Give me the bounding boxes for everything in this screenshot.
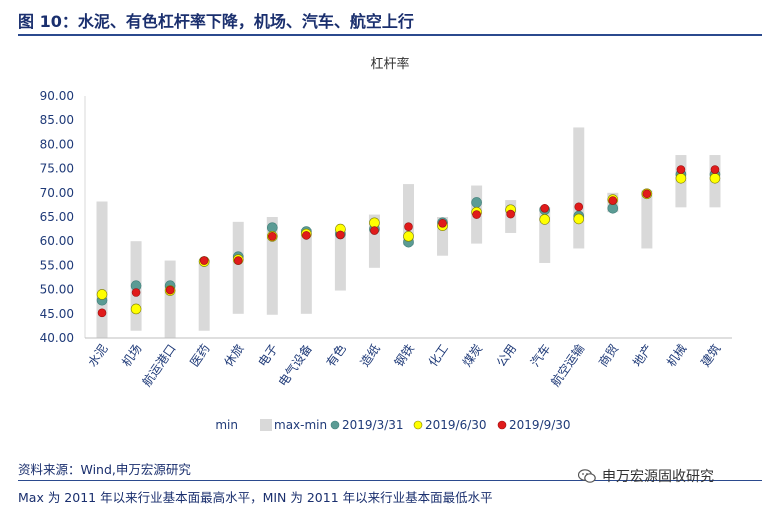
point-2019-9-30-8: [370, 226, 379, 235]
footer-rule: [18, 480, 762, 481]
point-2019-9-30-0: [97, 308, 107, 318]
y-tick-label: 85.00: [40, 113, 74, 127]
range-bar-0: [96, 201, 108, 338]
point-2019-9-30-17: [676, 165, 686, 174]
legend-label: min: [215, 418, 238, 432]
y-tick-label: 80.00: [40, 137, 74, 151]
x-tick-label: 化工: [426, 342, 451, 370]
x-tick-label: 煤炭: [460, 342, 485, 370]
legend-label: 2019/9/30: [509, 418, 571, 432]
point-2019-9-30-11: [472, 210, 481, 219]
x-tick-label: 休旅: [221, 342, 246, 370]
point-2019-9-30-6: [302, 231, 311, 240]
point-2019-9-30-10: [438, 218, 447, 228]
y-tick-label: 90.00: [40, 89, 74, 103]
y-tick-label: 65.00: [40, 210, 74, 224]
axes: 40.00 45.00 50.00 55.00 60.00 65.00 70.00 75.00…: [40, 89, 732, 389]
figure-title: 图 10：水泥、有色杠杆率下降，机场、汽车、航空上行: [18, 12, 414, 31]
leverage-chart: 杠杆率 40.00 45.00 50.00 55.00 60.00 65.00 70.00 7…: [40, 56, 732, 432]
x-tick-label: 地产: [630, 342, 655, 370]
point-2019-6-30-13: [539, 214, 551, 225]
point-2019-3-31-11: [471, 197, 482, 208]
brand-mark: 申万宏源固收研究: [578, 466, 714, 486]
legend-label: 2019/6/30: [425, 418, 487, 432]
x-tick-label: 钢铁: [392, 342, 417, 370]
x-tick-label: 航运港口: [139, 341, 179, 389]
data-points: [96, 165, 721, 318]
x-tick-label: 商贸: [595, 341, 621, 369]
x-tick-label: 汽车: [527, 341, 553, 369]
title-rule: [18, 34, 762, 36]
range-bar-4: [232, 221, 244, 314]
range-bar-8: [368, 214, 380, 268]
point-2019-9-30-14: [574, 202, 584, 212]
range-bar-2: [164, 260, 176, 338]
y-tick-label: 50.00: [40, 283, 74, 297]
range-bar-3: [198, 259, 210, 331]
x-tick-label: 电子: [256, 342, 281, 370]
brand-label: 申万宏源固收研究: [602, 469, 714, 485]
point-2019-9-30-5: [267, 232, 277, 241]
point-2019-6-30-9: [403, 231, 414, 242]
y-tick-label: 40.00: [40, 331, 74, 345]
chart-title: 杠杆率: [370, 56, 409, 72]
point-2019-9-30-12: [506, 209, 515, 219]
x-tick-label: 机场: [119, 342, 144, 370]
x-tick-label: 机械: [663, 341, 689, 369]
range-bar-9: [403, 184, 414, 246]
point-2019-6-30-1: [130, 303, 142, 315]
legend-swatch-4: [497, 420, 507, 430]
point-2019-9-30-18: [710, 165, 720, 174]
footnote: Max 为 2011 年以来行业基本面最高水平，MIN 为 2011 年以来行业…: [18, 490, 493, 505]
y-tick-label: 70.00: [40, 186, 74, 200]
range-bar-6: [300, 229, 312, 314]
range-bar-7: [334, 229, 346, 291]
point-2019-9-30-13: [540, 203, 550, 213]
point-2019-9-30-2: [165, 285, 175, 295]
range-bar-14: [573, 127, 585, 249]
wechat-icon: [578, 469, 596, 483]
point-2019-9-30-7: [336, 230, 345, 240]
x-tick-label: 电气设备: [275, 341, 315, 389]
x-tick-label: 水泥: [85, 342, 110, 370]
range-bar-5: [266, 217, 278, 315]
point-2019-9-30-9: [404, 222, 413, 231]
point-2019-9-30-3: [199, 256, 209, 265]
x-tick-label: 建筑: [697, 341, 723, 369]
legend-label: max-min: [274, 418, 327, 432]
legend-swatch-2: [330, 420, 340, 430]
legend-label: 2019/3/31: [342, 418, 404, 432]
range-bar-16: [641, 190, 653, 249]
x-tick-label: 造纸: [358, 342, 383, 370]
point-2019-6-30-0: [96, 289, 108, 300]
point-2019-6-30-14: [573, 213, 585, 225]
x-tick-label: 公用: [494, 342, 519, 370]
source-note: 资料来源：Wind,申万宏源研究: [18, 462, 191, 477]
y-tick-label: 45.00: [40, 307, 74, 321]
point-2019-9-30-1: [131, 288, 141, 297]
legend-swatch-3: [413, 420, 423, 430]
legend-swatch-range: [260, 419, 272, 431]
legend: min max-min 2019/3/31 2019/6/30 2019/9/30: [215, 418, 570, 432]
point-2019-9-30-16: [642, 189, 652, 199]
y-tick-label: 55.00: [40, 258, 74, 272]
range-bar-13: [539, 207, 551, 263]
point-2019-9-30-4: [233, 256, 243, 265]
y-tick-label: 60.00: [40, 234, 74, 248]
point-2019-6-30-17: [675, 172, 687, 184]
range-bar-10: [437, 217, 449, 256]
point-2019-6-30-18: [709, 172, 721, 184]
x-tick-label: 航空运输: [547, 341, 587, 389]
point-2019-9-30-15: [608, 196, 618, 205]
x-tick-label: 有色: [324, 342, 349, 370]
x-tick-label: 医药: [187, 342, 212, 370]
y-tick-label: 75.00: [40, 162, 74, 176]
